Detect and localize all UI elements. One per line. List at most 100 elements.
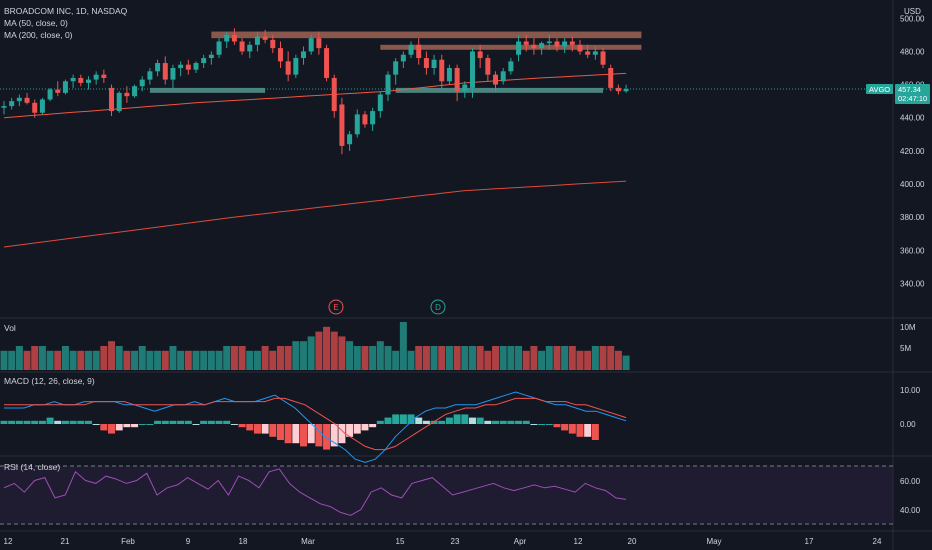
macd-histogram-bar	[284, 424, 292, 444]
dividend-event-icon[interactable]	[430, 299, 446, 315]
time-axis-label: 12	[574, 537, 583, 546]
candle-body	[178, 64, 184, 68]
rsi-pane-label[interactable]: RSI (14, close)	[4, 462, 60, 472]
macd-histogram-bar	[384, 417, 392, 424]
ma50-line	[3, 72, 627, 119]
volume-bar	[499, 346, 507, 370]
volume-bar	[200, 350, 208, 370]
volume-bar	[31, 346, 39, 370]
volume-bar	[184, 350, 192, 370]
candle-body	[393, 61, 399, 75]
candle-body	[139, 79, 145, 87]
macd-histogram-bar	[453, 414, 461, 424]
volume-bar	[8, 350, 16, 370]
volume-bar	[253, 350, 261, 370]
volume-bar	[100, 346, 108, 370]
volume-bar	[330, 331, 338, 370]
volume-bar	[484, 350, 492, 370]
macd-histogram-bar	[223, 420, 231, 424]
volume-bar	[492, 346, 500, 370]
price-axis[interactable]: 500.00480.00460.00440.00420.00400.00380.…	[900, 14, 925, 288]
macd-histogram-bar	[545, 424, 553, 425]
volume-bar	[284, 346, 292, 370]
symbol-title[interactable]: BROADCOM INC, 1D, NASDAQ	[4, 6, 128, 16]
candle-body	[408, 44, 414, 55]
candle-body	[308, 38, 314, 52]
macd-histogram-bar	[330, 424, 338, 447]
macd-histogram-bar	[392, 414, 400, 424]
macd-histogram-bar	[276, 424, 284, 440]
macd-histogram-bar	[445, 417, 453, 424]
macd-histogram-bar	[269, 424, 277, 437]
candle-body	[324, 48, 330, 78]
candle-body	[101, 74, 107, 78]
candle-body	[316, 38, 322, 49]
macd-histogram-bar	[115, 424, 123, 431]
ma200-legend[interactable]: MA (200, close, 0)	[4, 30, 73, 40]
candle-body	[431, 59, 437, 68]
macd-histogram-bar	[476, 417, 484, 424]
earnings-event-icon[interactable]	[328, 299, 344, 315]
volume-bar	[553, 346, 561, 370]
volume-bar	[169, 346, 177, 370]
macd-histogram-bar	[92, 424, 100, 425]
candle-body	[508, 61, 514, 72]
last-price-value: 457.34	[898, 85, 921, 94]
macd-histogram-bar	[492, 420, 500, 424]
volume-bar	[46, 350, 54, 370]
volume-bar	[614, 350, 622, 370]
macd-histogram-bar	[192, 424, 200, 425]
time-axis-label: 12	[4, 537, 13, 546]
volume-tick: 5M	[900, 344, 911, 353]
candle-body	[423, 58, 429, 68]
candles-layer[interactable]	[1, 28, 629, 155]
macd-histogram-bar	[38, 420, 46, 424]
candle-body	[193, 63, 199, 70]
volume-bar	[92, 350, 100, 370]
time-axis[interactable]: 12 21 Feb 9 18 Mar 15 23 Apr 12 20 May 17 24	[4, 537, 882, 546]
candle-body	[170, 68, 176, 80]
macd-histogram-bar	[553, 424, 561, 428]
macd-histogram-bar	[415, 417, 423, 424]
support-zone	[395, 87, 604, 93]
currency-label: USD	[904, 7, 921, 16]
macd-histogram-bar	[77, 420, 85, 424]
candle-body	[531, 44, 537, 49]
volume-bar	[315, 331, 323, 370]
macd-histogram-bar	[376, 420, 384, 424]
volume-bar	[307, 336, 315, 370]
time-axis-label: 15	[396, 537, 405, 546]
volume-bar	[422, 346, 430, 370]
volume-bar	[15, 346, 23, 370]
macd-pane-label[interactable]: MACD (12, 26, close, 9)	[4, 376, 95, 386]
candle-body	[39, 99, 45, 113]
dividend-event-letter: D	[435, 303, 441, 312]
volume-bar	[269, 350, 277, 370]
volume-pane-label[interactable]: Vol	[4, 323, 16, 333]
macd-histogram-bar	[399, 414, 407, 424]
macd-histogram-bar	[138, 424, 146, 425]
volume-bar	[522, 350, 530, 370]
macd-histogram-bar	[169, 420, 177, 424]
candle-body	[477, 51, 483, 59]
volume-bar	[261, 346, 269, 370]
macd-histogram-bar	[0, 420, 8, 424]
macd-histogram-bar	[584, 424, 592, 437]
macd-histogram-bar	[246, 424, 254, 431]
candle-body	[569, 41, 575, 45]
volume-bar	[192, 350, 200, 370]
candle-body	[32, 102, 38, 113]
volume-bar	[361, 346, 369, 370]
candle-body	[277, 48, 283, 62]
candle-body	[208, 54, 214, 59]
ma50-legend[interactable]: MA (50, close, 0)	[4, 18, 68, 28]
macd-histogram-bar	[8, 420, 16, 424]
candle-body	[469, 51, 475, 88]
macd-tick: 10.00	[900, 386, 921, 395]
macd-histogram-bar	[338, 424, 346, 444]
signal-line	[4, 397, 627, 451]
price-tick: 400.00	[900, 180, 925, 189]
volume-bar	[392, 350, 400, 370]
candle-body	[293, 58, 299, 75]
